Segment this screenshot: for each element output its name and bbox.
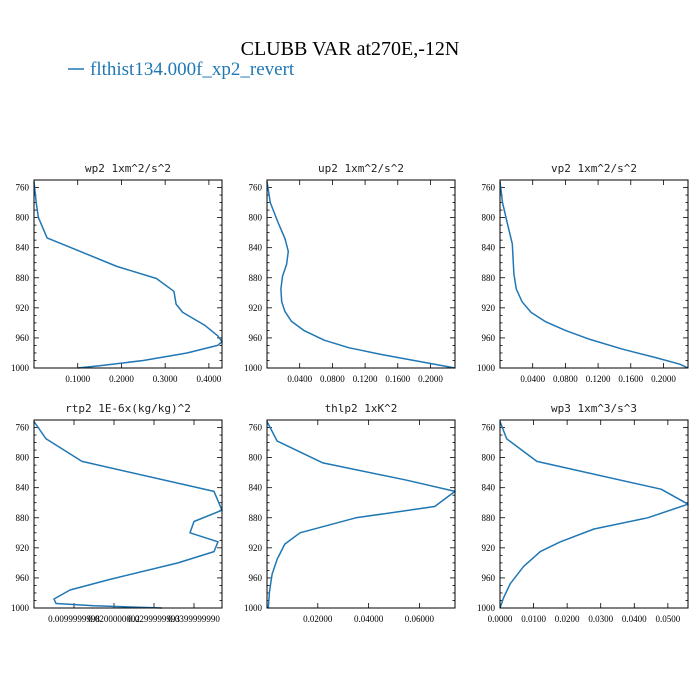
y-tick-label: 760 — [249, 423, 263, 433]
series-line — [266, 421, 456, 609]
x-tick-label: 0.06000 — [405, 614, 435, 624]
x-tick-label: 0.0399999990 — [168, 614, 220, 624]
x-tick-label: 0.02000 — [303, 614, 333, 624]
y-tick-label: 920 — [16, 543, 30, 553]
panel-title: vp2 1xm^2/s^2 — [551, 162, 637, 175]
y-tick-label: 1000 — [244, 603, 263, 613]
y-tick-label: 840 — [249, 243, 263, 253]
y-tick-label: 960 — [482, 333, 496, 343]
x-tick-label: 0.1600 — [385, 374, 410, 384]
panel-title: up2 1xm^2/s^2 — [318, 162, 404, 175]
x-tick-label: 0.04000 — [354, 614, 384, 624]
x-tick-label: 0.0099999998 — [48, 614, 100, 624]
y-tick-label: 920 — [482, 303, 496, 313]
x-tick-label: 0.0000 — [488, 614, 513, 624]
x-tick-label: 0.0200000002 — [88, 614, 140, 624]
x-tick-label: 0.0299999993 — [128, 614, 180, 624]
x-tick-label: 0.1600 — [618, 374, 643, 384]
series-line — [266, 181, 456, 369]
series-line — [33, 181, 223, 369]
x-tick-label: 0.0500 — [655, 614, 680, 624]
plot-frame — [266, 179, 456, 369]
y-tick-label: 760 — [482, 183, 496, 193]
series-line — [499, 421, 689, 609]
y-tick-label: 840 — [482, 483, 496, 493]
x-tick-label: 0.0400 — [622, 614, 647, 624]
y-tick-label: 1000 — [11, 363, 30, 373]
legend-label: flthist134.000f_xp2_revert — [90, 59, 295, 80]
y-tick-label: 760 — [16, 423, 30, 433]
x-tick-label: 0.0800 — [553, 374, 578, 384]
y-tick-label: 840 — [249, 483, 263, 493]
y-tick-label: 880 — [482, 273, 496, 283]
panel-4: rtp2 1E-6x(kg/kg)^2 760 800 840 880 920 960 100… — [11, 402, 223, 624]
panel-title: wp3 1xm^3/s^3 — [551, 402, 637, 415]
y-tick-label: 800 — [249, 453, 263, 463]
y-tick-label: 760 — [249, 183, 263, 193]
y-tick-label: 840 — [16, 243, 30, 253]
y-tick-label: 880 — [482, 513, 496, 523]
panel-title: wp2 1xm^2/s^2 — [85, 162, 171, 175]
y-tick-label: 840 — [16, 483, 30, 493]
x-tick-label: 0.1200 — [586, 374, 611, 384]
plot-frame — [266, 419, 456, 609]
y-tick-label: 1000 — [477, 363, 496, 373]
x-tick-label: 0.2000 — [418, 374, 443, 384]
y-tick-label: 800 — [249, 213, 263, 223]
y-tick-label: 760 — [482, 423, 496, 433]
y-tick-label: 960 — [249, 573, 263, 583]
panel-title: thlp2 1xK^2 — [325, 402, 398, 415]
y-tick-label: 1000 — [244, 363, 263, 373]
y-tick-label: 920 — [16, 303, 30, 313]
y-tick-label: 960 — [16, 573, 30, 583]
series-line — [33, 421, 223, 609]
y-tick-label: 960 — [249, 333, 263, 343]
plot-frame — [499, 419, 689, 609]
y-tick-label: 840 — [482, 243, 496, 253]
y-tick-label: 960 — [16, 333, 30, 343]
y-tick-label: 920 — [249, 303, 263, 313]
figure-title: CLUBB VAR at270E,-12N — [241, 38, 460, 60]
y-tick-label: 880 — [249, 513, 263, 523]
y-tick-label: 1000 — [477, 603, 496, 613]
x-tick-label: 0.1200 — [353, 374, 378, 384]
x-tick-label: 0.0400 — [520, 374, 545, 384]
x-tick-label: 0.2000 — [109, 374, 134, 384]
panel-1: wp2 1xm^2/s^2 760 800 840 880 920 960 1000 0.100… — [11, 162, 223, 384]
y-tick-label: 800 — [16, 213, 30, 223]
x-tick-label: 0.0400 — [287, 374, 312, 384]
panel-6: wp3 1xm^3/s^3 760 800 840 880 920 960 10000.000… — [477, 402, 689, 624]
plot-frame — [33, 179, 223, 369]
x-tick-label: 0.0100 — [521, 614, 546, 624]
y-tick-label: 920 — [482, 543, 496, 553]
x-tick-label: 0.0800 — [320, 374, 345, 384]
y-tick-label: 880 — [16, 513, 30, 523]
x-tick-label: 0.1000 — [65, 374, 90, 384]
series-line — [499, 181, 689, 369]
y-tick-label: 760 — [16, 183, 30, 193]
x-tick-label: 0.3000 — [153, 374, 178, 384]
y-tick-label: 800 — [482, 453, 496, 463]
panels: wp2 1xm^2/s^2 760 800 840 880 920 960 1000 0.100… — [11, 162, 689, 624]
panel-2: up2 1xm^2/s^2 760 800 840 880 920 960 1000 0.040… — [244, 162, 456, 384]
y-tick-label: 880 — [249, 273, 263, 283]
y-tick-label: 960 — [482, 573, 496, 583]
y-tick-label: 1000 — [11, 603, 30, 613]
x-tick-label: 0.0200 — [555, 614, 580, 624]
panel-title: rtp2 1E-6x(kg/kg)^2 — [65, 402, 191, 415]
x-tick-label: 0.0300 — [588, 614, 613, 624]
panel-3: vp2 1xm^2/s^2 760 800 840 880 920 960 1000 0.040… — [477, 162, 689, 384]
y-tick-label: 800 — [16, 453, 30, 463]
panel-5: thlp2 1xK^2 760 800 840 880 920 960 1000 0.02000… — [244, 402, 456, 624]
x-tick-label: 0.2000 — [651, 374, 676, 384]
plot-frame — [499, 179, 689, 369]
y-tick-label: 880 — [16, 273, 30, 283]
y-tick-label: 800 — [482, 213, 496, 223]
legend: flthist134.000f_xp2_revert — [68, 59, 295, 80]
plot-frame — [33, 419, 223, 609]
y-tick-label: 920 — [249, 543, 263, 553]
x-tick-label: 0.4000 — [197, 374, 222, 384]
